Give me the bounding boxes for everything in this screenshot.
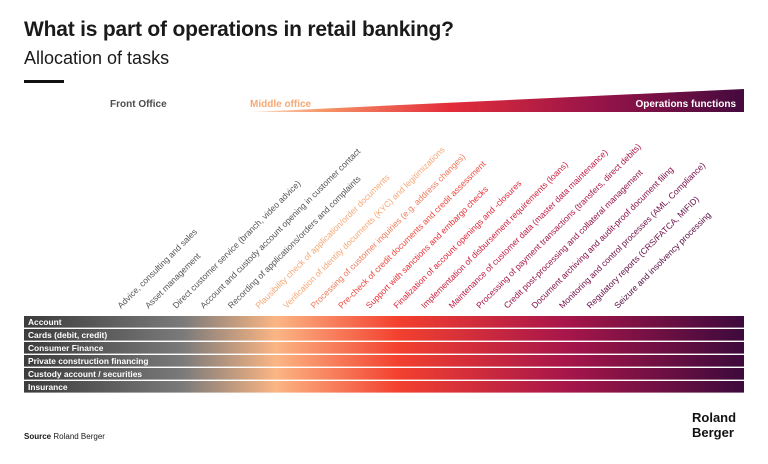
page-subtitle: Allocation of tasks xyxy=(24,48,170,68)
product-row-bar xyxy=(24,355,744,367)
logo-line-1: Roland xyxy=(692,410,737,425)
product-row-label: Insurance xyxy=(28,382,68,392)
source-note: Source Roland Berger xyxy=(24,432,105,441)
source-text: Roland Berger xyxy=(53,432,105,441)
phase-label-middle-office: Middle office xyxy=(250,99,312,110)
product-row-bar xyxy=(24,316,744,328)
phase-wedge xyxy=(250,89,744,112)
product-row-label: Account xyxy=(28,317,62,327)
product-row-bar xyxy=(24,329,744,341)
product-row-bar xyxy=(24,381,744,393)
title-rule xyxy=(24,80,64,83)
roland-berger-logo: Roland Berger xyxy=(692,410,736,440)
task-label: Direct customer service (branch, video a… xyxy=(171,178,303,310)
product-row-bar xyxy=(24,368,744,380)
logo-line-2: Berger xyxy=(692,425,734,440)
product-row-label: Private construction financing xyxy=(28,356,149,366)
source-label: Source xyxy=(24,432,52,441)
phase-label-front-office: Front Office xyxy=(110,99,167,110)
product-rows: Account Cards (debit, credit) Consumer Fin… xyxy=(24,316,744,393)
product-row-label: Cards (debit, credit) xyxy=(28,330,107,340)
product-row-label: Custody account / securities xyxy=(28,369,142,379)
product-row-label: Consumer Finance xyxy=(28,343,104,353)
task-label: Finalization of account openings and -cl… xyxy=(391,178,523,310)
page-title: What is part of operations in retail ban… xyxy=(24,18,454,41)
product-row-bar xyxy=(24,342,744,354)
phase-label-operations: Operations functions xyxy=(635,99,736,110)
